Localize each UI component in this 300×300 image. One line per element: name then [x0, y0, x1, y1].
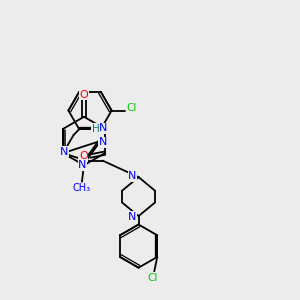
Text: N: N: [128, 212, 137, 222]
Text: N: N: [99, 123, 108, 133]
Text: Cl: Cl: [127, 103, 137, 113]
Text: N: N: [128, 172, 137, 182]
Text: CH₃: CH₃: [73, 183, 91, 193]
Text: H: H: [92, 124, 99, 134]
Text: O: O: [80, 90, 88, 100]
Text: N: N: [78, 160, 87, 170]
Text: N: N: [98, 137, 107, 148]
Text: Cl: Cl: [148, 273, 158, 283]
Text: N: N: [60, 147, 69, 157]
Text: O: O: [79, 151, 88, 161]
